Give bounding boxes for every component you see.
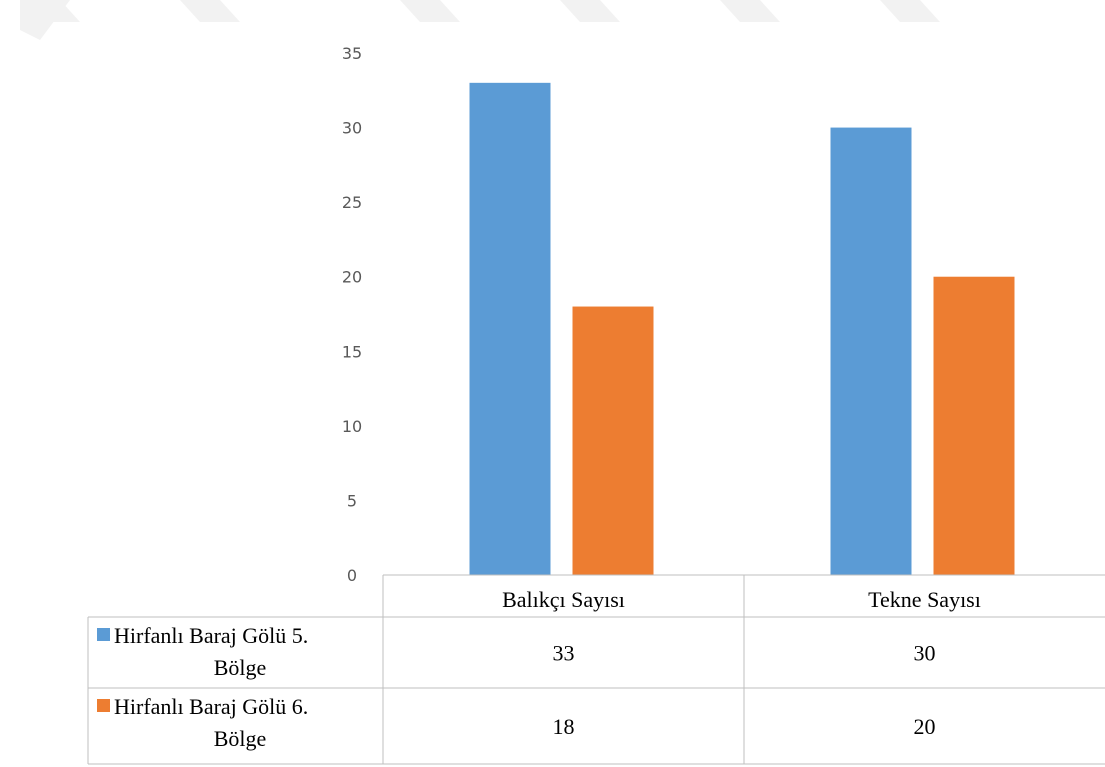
category-label: Balıkçı Sayısı bbox=[502, 587, 625, 612]
data-label: 33 bbox=[553, 641, 575, 666]
chevron-shape bbox=[400, 0, 460, 22]
y-tick-label: 5 bbox=[347, 491, 357, 510]
y-tick-label: 15 bbox=[342, 342, 362, 361]
data-label: 18 bbox=[553, 714, 575, 739]
y-tick-label: 20 bbox=[342, 268, 362, 287]
legend-label: Hirfanlı Baraj Gölü 5. bbox=[114, 623, 308, 648]
chevron-shape bbox=[880, 0, 940, 22]
data-label: 30 bbox=[914, 641, 936, 666]
legend-label: Bölge bbox=[214, 655, 267, 680]
chevron-shape bbox=[180, 0, 240, 22]
category-label: Tekne Sayısı bbox=[868, 587, 981, 612]
bar-2-1 bbox=[572, 306, 654, 575]
legend-key bbox=[97, 628, 110, 641]
legend-label: Bölge bbox=[214, 726, 267, 751]
y-tick-label: 30 bbox=[342, 119, 362, 138]
bar-series bbox=[469, 82, 1015, 576]
chevron-shape bbox=[560, 0, 620, 22]
chevron-shape bbox=[720, 0, 780, 22]
header-decoration bbox=[20, 0, 940, 40]
data-label: 20 bbox=[914, 714, 936, 739]
data-table: Balıkçı Sayısı Tekne Sayısı Hirfanlı Baraj… bbox=[87, 574, 1105, 765]
legend-label: Hirfanlı Baraj Gölü 6. bbox=[114, 694, 308, 719]
y-tick-label: 35 bbox=[342, 44, 362, 63]
y-tick-label: 25 bbox=[342, 193, 362, 212]
y-axis: 0 5 10 15 20 25 30 35 bbox=[342, 44, 362, 585]
legend-key bbox=[97, 699, 110, 712]
bar-1-1 bbox=[469, 82, 551, 575]
chevron-shape bbox=[20, 0, 70, 40]
bar-1-2 bbox=[830, 127, 912, 576]
y-tick-label: 0 bbox=[347, 566, 357, 585]
bar-2-2 bbox=[933, 276, 1015, 575]
y-tick-label: 10 bbox=[342, 417, 362, 436]
